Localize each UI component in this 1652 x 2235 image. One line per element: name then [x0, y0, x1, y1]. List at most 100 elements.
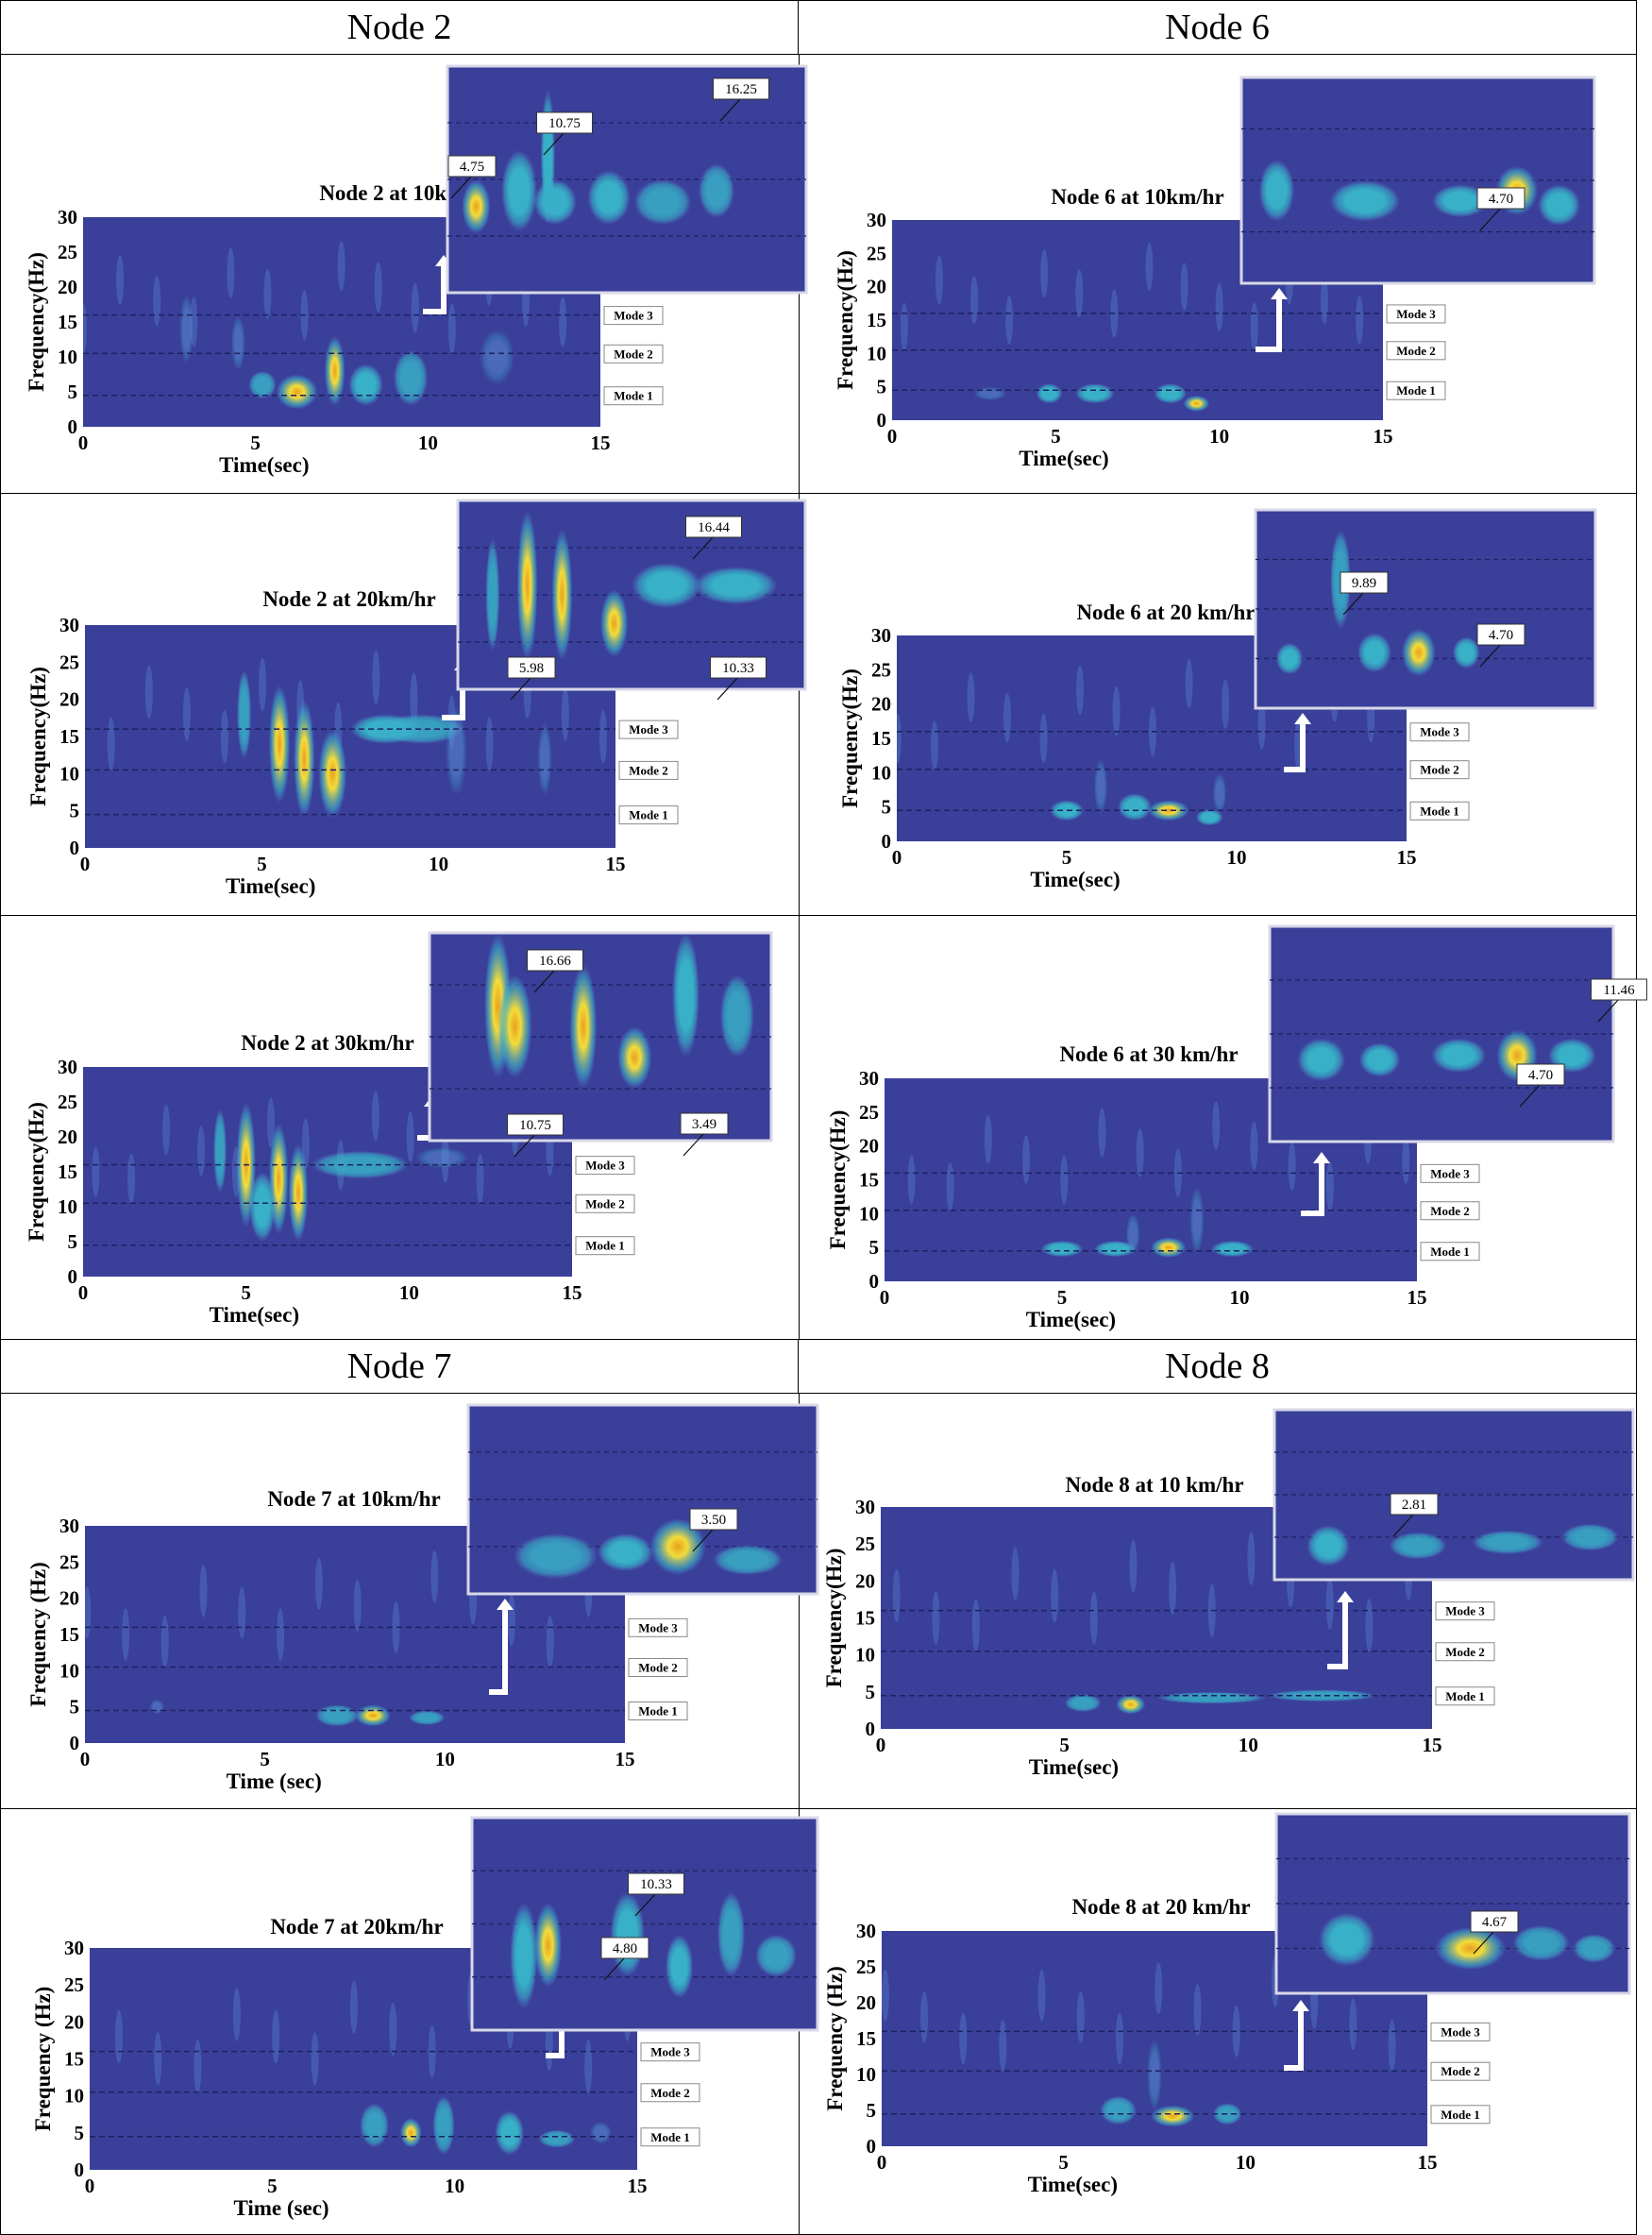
panel-cell — [799, 1393, 1637, 1808]
zoom-inset: 11.46 4.70 — [1268, 924, 1647, 1143]
mode-label: Mode 2 — [629, 763, 668, 777]
energy-peak — [399, 2118, 422, 2148]
zoom-inset: 9.89 4.70 — [1254, 508, 1597, 710]
y-tick-label: 20 — [859, 1135, 879, 1158]
inset-energy-peak — [617, 1026, 652, 1089]
header-node-7: Node 7 — [0, 1339, 799, 1393]
energy-streak — [410, 672, 418, 726]
y-tick-label: 10 — [855, 1644, 875, 1667]
y-tick-label: 0 — [70, 1732, 80, 1754]
y-tick-label: 20 — [871, 693, 891, 716]
inset-energy-peak — [1357, 633, 1391, 673]
y-axis-label: Frequency(Hz) — [834, 250, 857, 390]
x-tick-label: 5 — [1051, 425, 1061, 448]
zoom-arrow — [423, 264, 447, 314]
mode-label: Mode 2 — [585, 1196, 625, 1211]
x-tick-label: 5 — [1062, 846, 1072, 869]
zoom-arrow-head — [1313, 1152, 1330, 1163]
energy-streak — [1402, 1135, 1410, 1184]
y-tick-label: 0 — [70, 837, 80, 859]
chart-title: Node 7 at 10km/hr — [267, 1487, 440, 1511]
energy-peak — [237, 669, 252, 759]
x-tick-label: 0 — [892, 846, 902, 869]
energy-streak — [182, 687, 191, 741]
x-tick-label: 10 — [435, 1748, 455, 1770]
zoom-arrow — [1256, 297, 1282, 352]
y-tick-label: 5 — [866, 1681, 876, 1703]
annotation-box — [1470, 1910, 1519, 1933]
inset-energy-peak — [665, 1934, 694, 1999]
annotation-leader — [719, 97, 742, 122]
energy-peak — [432, 2095, 455, 2156]
energy-peak — [589, 2122, 612, 2144]
y-tick-label: 15 — [59, 725, 79, 748]
mode-label: Mode 1 — [1430, 1244, 1470, 1259]
inset-energy-peak — [462, 179, 491, 234]
mode-label: Mode 3 — [1430, 1166, 1470, 1180]
energy-streak — [272, 2009, 280, 2064]
energy-peak — [315, 1704, 359, 1727]
mode-label-box — [1386, 304, 1446, 324]
energy-streak — [561, 687, 569, 741]
energy-streak — [220, 709, 228, 764]
energy-streak — [1365, 1599, 1374, 1652]
annotation-box — [600, 1937, 649, 1959]
panel-cell — [0, 1393, 800, 1808]
energy-streak — [1250, 302, 1258, 351]
y-tick-label: 10 — [58, 346, 77, 368]
inset-energy-peak — [1435, 1926, 1507, 1971]
inset-energy-peak — [719, 974, 754, 1058]
x-tick-label: 15 — [1408, 1286, 1427, 1309]
annotation-leader — [1479, 207, 1502, 231]
x-tick-label: 10 — [399, 1281, 419, 1304]
inset-energy-peak — [599, 589, 629, 657]
annotation-leader — [1342, 591, 1365, 616]
panel-9: Mode 3 Mode 2 Mode 1 0 5 10 15 0 5 10 15 20 25 30 Time… — [31, 1816, 819, 2220]
zoom-arrow — [1301, 1161, 1324, 1216]
energy-streak — [897, 713, 902, 764]
chart-title: Node 6 at 30 km/hr — [1059, 1042, 1238, 1066]
energy-streak — [971, 1599, 980, 1652]
energy-peak — [348, 364, 383, 406]
energy-streak — [162, 1104, 171, 1156]
annotation-value: 4.80 — [613, 1941, 637, 1956]
annotation-value: 2.81 — [1402, 1498, 1426, 1513]
y-tick-label: 10 — [64, 2085, 84, 2108]
y-tick-label: 0 — [867, 2135, 877, 2158]
energy-streak — [122, 1608, 130, 1661]
energy-peak — [1147, 2039, 1162, 2110]
annotation-leader — [450, 175, 473, 199]
annotation-leader — [533, 969, 556, 993]
annotation-value: 5.98 — [519, 661, 544, 676]
y-tick-label: 10 — [59, 762, 79, 785]
mode-label-box — [603, 386, 664, 406]
y-axis-label: Frequency(Hz) — [25, 252, 48, 392]
zoom-arrow-head — [1292, 2000, 1309, 2011]
mode-label-box — [1420, 1201, 1480, 1221]
mode-label-box — [1435, 1642, 1495, 1662]
energy-peak — [268, 684, 291, 804]
zoom-inset: 2.81 — [1273, 1408, 1635, 1582]
mode-label: Mode 1 — [614, 389, 653, 403]
annotation-box — [507, 656, 556, 679]
annotation-value: 16.25 — [725, 82, 757, 97]
panel-6: Mode 3 Mode 2 Mode 1 0 5 10 15 0 5 10 15 20 25 30 Time… — [826, 924, 1647, 1331]
energy-streak — [227, 247, 235, 298]
energy-streak — [1212, 1101, 1221, 1150]
y-tick-label: 0 — [866, 1718, 876, 1740]
zoom-arrow — [1327, 1600, 1348, 1669]
inset-energy-peak — [1401, 629, 1436, 677]
x-axis-label: Time(sec) — [1028, 2173, 1118, 2196]
inset-energy-peak — [1431, 184, 1489, 218]
y-tick-label: 0 — [869, 1270, 880, 1293]
x-tick-label: 5 — [257, 853, 267, 875]
energy-peak — [973, 386, 1007, 400]
y-tick-label: 30 — [867, 209, 886, 231]
panel-8: Mode 3 Mode 2 Mode 1 0 5 10 15 0 5 10 15 20 25 30 Time… — [822, 1408, 1635, 1779]
inset-energy-peak — [1389, 1532, 1447, 1560]
inset-energy-peak — [569, 964, 598, 1089]
annotation-box — [685, 516, 742, 538]
energy-streak — [935, 256, 943, 305]
annotation-leader — [1473, 1930, 1495, 1955]
energy-streak — [85, 1586, 92, 1639]
